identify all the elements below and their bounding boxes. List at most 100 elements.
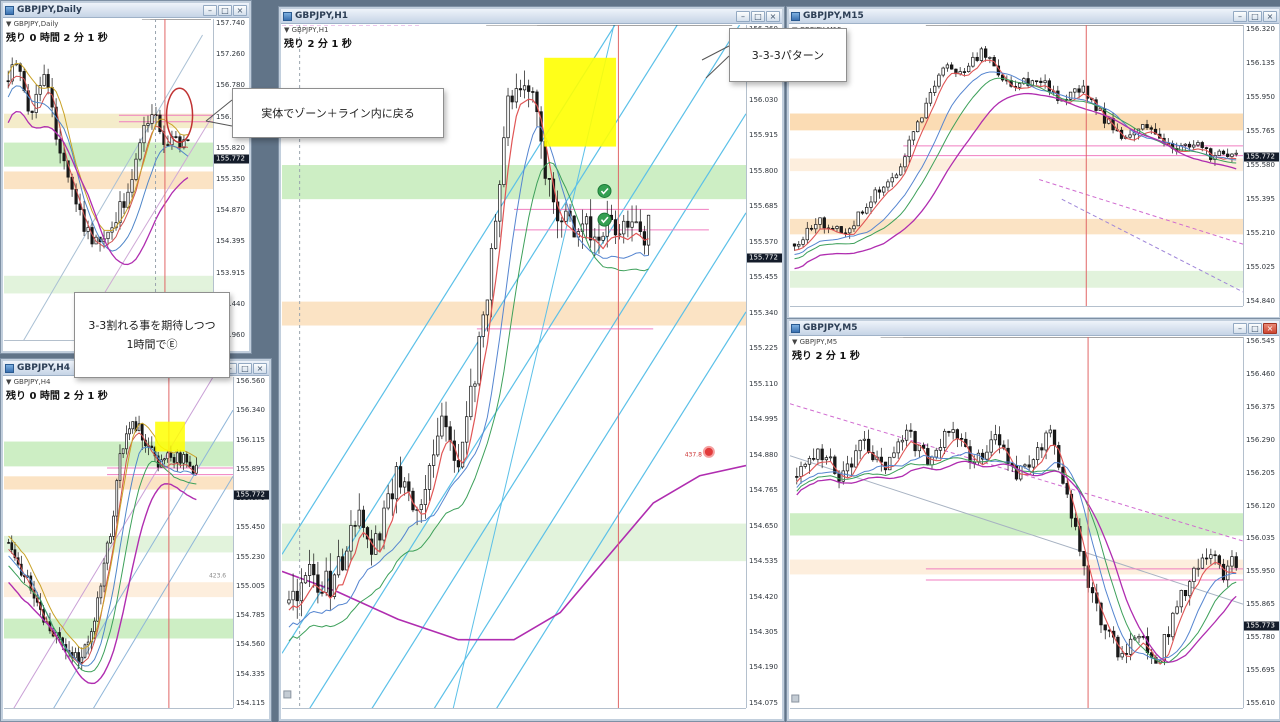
price-axis-label: 154.785 — [236, 611, 265, 620]
minimize-button[interactable]: – — [203, 4, 217, 16]
price-axis-label: 155.005 — [236, 581, 265, 590]
price-axis-label: 154.840 — [1246, 297, 1275, 305]
chart-window-icon — [791, 323, 800, 333]
price-axis-label: 156.340 — [236, 406, 265, 415]
minimize-button[interactable]: – — [1233, 10, 1247, 22]
restore-button[interactable]: □ — [1248, 10, 1262, 22]
price-axis-label: 155.800 — [749, 166, 778, 175]
close-button[interactable]: × — [233, 4, 247, 16]
price-axis-label: 156.560 — [236, 377, 265, 385]
callout-return-note: 実体でゾーン＋ライン内に戻る — [232, 88, 444, 138]
price-axis-label: 154.420 — [749, 592, 778, 601]
price-axis-label: 155.455 — [749, 273, 778, 282]
price-axis-label: 154.650 — [749, 521, 778, 530]
svg-text:437.8: 437.8 — [685, 452, 702, 459]
price-axis-label: 154.765 — [749, 486, 778, 495]
price-axis-label: 155.950 — [1246, 567, 1275, 576]
window-title: GBPJPY,M5 — [803, 323, 858, 333]
callout-expectation-line1: 3-3割れる事を期待しつつ — [88, 318, 216, 332]
window-titlebar[interactable]: GBPJPY,Daily – □ × — [3, 3, 249, 18]
price-axis-label: 156.290 — [1246, 435, 1275, 444]
price-axis: 156.320 156.135 155.950 155.765 155.580 155.3… — [1243, 25, 1279, 306]
price-axis-label: 154.560 — [236, 640, 265, 649]
close-button[interactable]: × — [1263, 10, 1277, 22]
price-axis-label: 152.960 — [216, 330, 245, 339]
callout-expectation-note: 3-3割れる事を期待しつつ 1時間でⒺ — [74, 292, 230, 378]
current-price-badge: 155.772 — [1244, 152, 1279, 162]
restore-button[interactable]: □ — [218, 4, 232, 16]
price-axis-label: 154.190 — [749, 663, 778, 672]
price-axis-label: 155.820 — [216, 143, 245, 152]
chart-canvas-m5[interactable] — [790, 337, 1243, 708]
current-price-badge: 155.772 — [214, 154, 249, 164]
price-axis-label: 155.350 — [216, 174, 245, 183]
chart-canvas-m15[interactable] — [790, 25, 1243, 306]
price-axis: 156.545 156.460 156.375 156.290 156.205 156.1… — [1243, 337, 1279, 708]
price-axis: 157.740 157.260 156.780 156.300 155.820 155.3… — [213, 19, 249, 340]
price-axis-label: 156.320 — [1246, 25, 1275, 33]
price-axis-label: 154.995 — [749, 415, 778, 424]
window-titlebar[interactable]: GBPJPY,M5 – □ × — [789, 321, 1279, 336]
svg-text:423.6: 423.6 — [209, 572, 226, 579]
time-axis — [790, 708, 1243, 719]
minimize-button[interactable]: – — [1233, 322, 1247, 334]
price-axis-label: 153.440 — [216, 299, 245, 308]
window-title: GBPJPY,H1 — [295, 11, 349, 21]
window-title: GBPJPY,M15 — [803, 11, 864, 21]
time-axis — [4, 708, 233, 719]
price-axis-label: 154.075 — [749, 698, 778, 707]
price-axis: 156.560156.340156.115155.895155.670155.4… — [233, 377, 269, 708]
price-axis-label: 155.685 — [749, 202, 778, 211]
current-price-badge: 155.772 — [747, 253, 782, 263]
price-axis-label: 156.115 — [236, 435, 265, 444]
callout-expectation-line2: 1時間でⒺ — [126, 338, 178, 351]
window-gbpjpy-h4: GBPJPY,H4 – □ × 423.6 156.560 156.340 156.… — [0, 358, 272, 722]
minimize-button[interactable]: – — [736, 10, 750, 22]
price-axis-label: 155.780 — [1246, 633, 1275, 642]
price-axis-label: 154.870 — [216, 206, 245, 215]
price-axis-label: 155.610 — [1246, 698, 1275, 707]
price-axis-label: 155.450 — [236, 523, 265, 532]
time-axis — [790, 306, 1243, 317]
price-axis-label: 153.915 — [216, 268, 245, 277]
window-gbpjpy-m15: GBPJPY,M15 – □ × 156.320 156.135 155.950 15… — [786, 6, 1280, 320]
price-axis-label: 155.570 — [749, 237, 778, 246]
price-axis-label: 156.375 — [1246, 402, 1275, 411]
price-axis-label: 154.335 — [236, 669, 265, 678]
current-price-badge: 155.772 — [234, 490, 269, 500]
window-titlebar[interactable]: GBPJPY,H1 – □ × — [281, 9, 782, 24]
window-title: GBPJPY,H4 — [17, 363, 71, 373]
price-axis-label: 157.740 — [216, 19, 245, 27]
chart-canvas-h1[interactable]: 437.8 — [282, 25, 746, 708]
price-axis-label: 157.260 — [216, 50, 245, 59]
price-axis-label: 154.305 — [749, 627, 778, 636]
restore-button[interactable]: □ — [238, 362, 252, 374]
close-button[interactable]: × — [1263, 322, 1277, 334]
price-axis-label: 155.225 — [749, 344, 778, 353]
window-titlebar[interactable]: GBPJPY,M15 – □ × — [789, 9, 1279, 24]
current-price-badge: 155.773 — [1244, 621, 1279, 631]
restore-button[interactable]: □ — [751, 10, 765, 22]
chart-window-icon — [5, 5, 14, 15]
price-axis-label: 156.030 — [749, 95, 778, 104]
price-axis-label: 155.865 — [1246, 600, 1275, 609]
restore-button[interactable]: □ — [1248, 322, 1262, 334]
price-axis-label: 154.395 — [216, 237, 245, 246]
price-axis-label: 155.340 — [749, 308, 778, 317]
price-axis-label: 156.035 — [1246, 534, 1275, 543]
chart-canvas-h4[interactable]: 423.6 — [4, 377, 233, 708]
price-axis-label: 156.120 — [1246, 501, 1275, 510]
price-axis-label: 155.210 — [1246, 229, 1275, 237]
price-axis-label: 154.115 — [236, 698, 265, 707]
price-axis-label: 155.230 — [236, 552, 265, 561]
price-axis-label: 155.765 — [1246, 127, 1275, 135]
price-axis-label: 155.580 — [1246, 161, 1275, 169]
price-axis-label: 155.395 — [1246, 195, 1275, 203]
price-axis-label: 156.135 — [1246, 59, 1275, 67]
price-axis-label: 155.915 — [749, 131, 778, 140]
close-button[interactable]: × — [253, 362, 267, 374]
price-axis: 156.260156.145156.030155.915155.800155.6… — [746, 25, 782, 708]
close-button[interactable]: × — [766, 10, 780, 22]
price-axis-label: 154.535 — [749, 557, 778, 566]
chart-canvas-daily[interactable] — [4, 19, 213, 340]
